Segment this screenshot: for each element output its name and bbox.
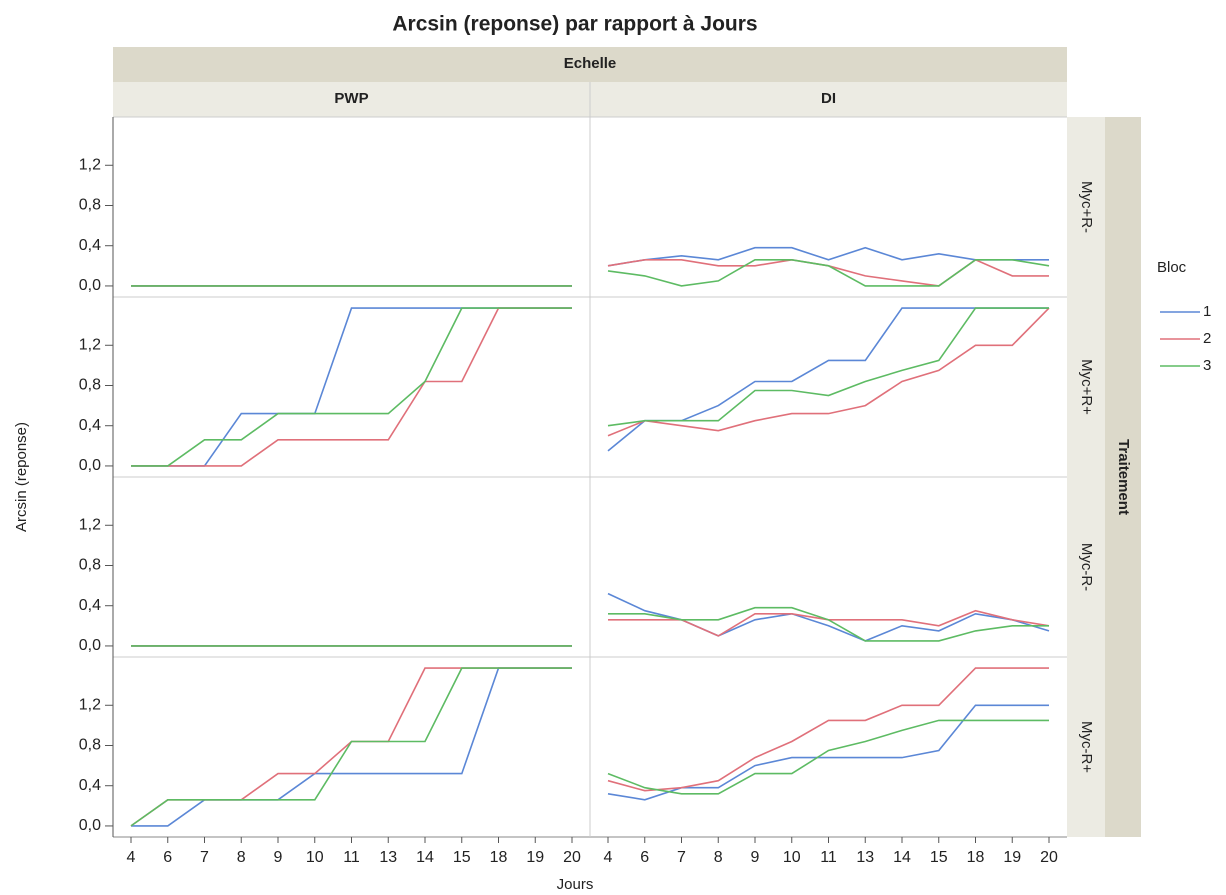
y-tick-label: 0,4	[79, 597, 101, 614]
series-line	[130, 667, 572, 827]
row-label: Myc-R+	[1078, 721, 1095, 773]
y-tick-label: 0,8	[79, 737, 101, 754]
x-tick-label: 10	[306, 849, 324, 866]
x-tick-label: 15	[453, 849, 471, 866]
series-line	[130, 667, 572, 827]
series-line	[131, 667, 572, 827]
y-tick-label: 0,8	[79, 557, 101, 574]
x-tick-label: 7	[200, 849, 209, 866]
series-line	[608, 606, 1049, 642]
row-facet-label: Traitement	[1115, 439, 1132, 515]
series-line	[607, 258, 1049, 287]
series-line	[607, 592, 1050, 642]
x-tick-label: 18	[967, 849, 985, 866]
y-tick-label: 0,4	[79, 417, 101, 434]
y-tick-label: 0,0	[79, 277, 101, 294]
series-line	[607, 704, 1049, 801]
y-axis-label: Arcsin (reponse)	[13, 422, 30, 532]
x-tick-label: 11	[343, 849, 360, 866]
column-facet-strip	[113, 47, 1067, 82]
y-tick-label: 0,8	[79, 377, 101, 394]
series-line	[607, 307, 1049, 452]
x-tick-label: 20	[563, 849, 581, 866]
x-tick-label: 14	[416, 849, 434, 866]
y-tick-label: 0,0	[79, 637, 101, 654]
y-tick-label: 1,2	[79, 156, 101, 173]
y-tick-label: 1,2	[79, 336, 101, 353]
x-tick-label: 11	[820, 849, 837, 866]
x-tick-label: 6	[640, 849, 649, 866]
y-tick-label: 1,2	[79, 696, 101, 713]
x-tick-label: 9	[751, 849, 760, 866]
x-tick-label: 8	[237, 849, 246, 866]
column-label: PWP	[334, 90, 368, 107]
x-tick-label: 19	[526, 849, 544, 866]
x-tick-label: 6	[163, 849, 172, 866]
column-label: DI	[821, 90, 836, 107]
y-tick-label: 1,2	[79, 516, 101, 533]
x-tick-label: 4	[604, 849, 613, 866]
row-label: Myc+R-	[1078, 181, 1095, 233]
row-facet-strip	[1105, 117, 1141, 837]
x-tick-label: 18	[490, 849, 508, 866]
x-tick-label: 7	[677, 849, 686, 866]
y-tick-label: 0,4	[79, 777, 101, 794]
x-tick-label: 13	[856, 849, 874, 866]
row-strip	[1067, 117, 1105, 837]
y-tick-label: 0,0	[79, 457, 101, 474]
x-tick-label: 13	[379, 849, 397, 866]
y-tick-label: 0,0	[79, 817, 101, 834]
row-label: Myc+R+	[1078, 359, 1095, 415]
legend-label: 1	[1203, 303, 1211, 320]
series-line	[131, 307, 572, 467]
column-facet-label: Echelle	[564, 55, 617, 72]
x-tick-label: 10	[783, 849, 801, 866]
chart-title: Arcsin (reponse) par rapport à Jours	[392, 13, 757, 36]
legend-label: 2	[1203, 330, 1211, 347]
series-line	[607, 307, 1049, 427]
series-line	[607, 719, 1049, 795]
x-tick-label: 14	[893, 849, 911, 866]
x-tick-label: 4	[127, 849, 136, 866]
x-tick-label: 9	[274, 849, 283, 866]
series-line	[607, 307, 1050, 437]
series-line	[131, 307, 572, 467]
x-axis-label: Jours	[557, 876, 594, 893]
legend-label: 3	[1203, 357, 1211, 374]
series-line	[607, 667, 1049, 792]
y-tick-label: 0,8	[79, 197, 101, 214]
legend-title: Bloc	[1157, 259, 1187, 276]
y-tick-label: 0,4	[79, 237, 101, 254]
series-line	[131, 307, 572, 467]
row-label: Myc-R-	[1078, 543, 1095, 591]
x-tick-label: 19	[1003, 849, 1021, 866]
x-tick-label: 8	[714, 849, 723, 866]
x-tick-label: 20	[1040, 849, 1058, 866]
series-line	[607, 259, 1050, 287]
x-tick-label: 15	[930, 849, 948, 866]
